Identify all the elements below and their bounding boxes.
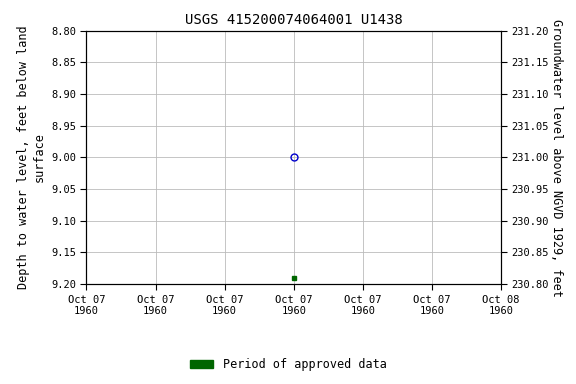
Title: USGS 415200074064001 U1438: USGS 415200074064001 U1438 xyxy=(185,13,403,27)
Y-axis label: Depth to water level, feet below land
surface: Depth to water level, feet below land su… xyxy=(17,26,46,289)
Legend: Period of approved data: Period of approved data xyxy=(185,354,391,376)
Y-axis label: Groundwater level above NGVD 1929, feet: Groundwater level above NGVD 1929, feet xyxy=(550,18,563,296)
